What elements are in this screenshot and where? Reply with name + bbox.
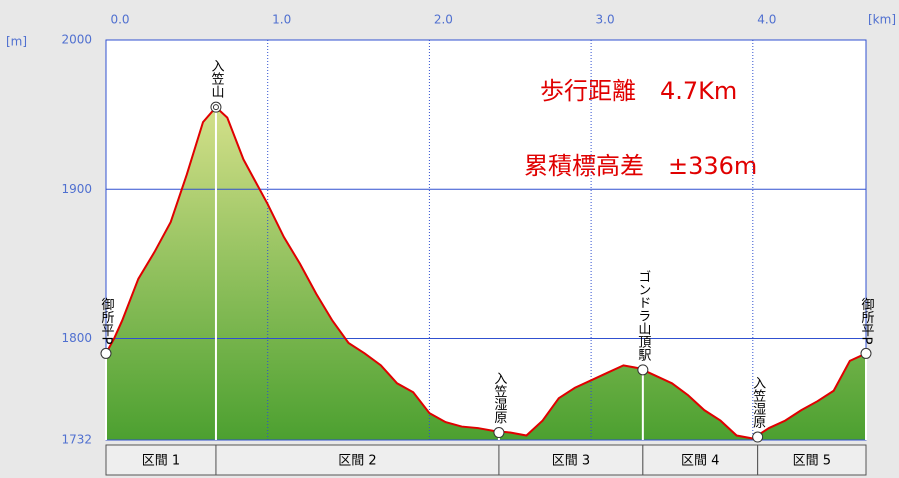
y-tick-label: 1732 [61,433,92,447]
y-tick-label: 2000 [61,33,92,47]
waypoint-marker-inner [212,104,219,111]
x-tick-label: 1.0 [272,13,291,27]
waypoint-label: 御所平P [859,298,875,345]
section-box [215,444,500,476]
section-box [642,444,759,476]
waypoint-marker [493,427,505,439]
x-tick-label: 0.0 [110,13,129,27]
waypoint-label: 御所平P [99,298,115,345]
waypoint-marker [860,347,872,359]
x-axis-label: [km] [868,13,896,27]
section-label: 区間 3 [552,454,590,469]
x-tick-label: 2.0 [434,13,453,27]
section-label: 区間 5 [793,454,831,469]
section-box [757,444,867,476]
area-fill [106,107,866,440]
waypoint-marker [637,364,649,376]
waypoint-marker [210,101,222,113]
y-axis-label: [m] [6,35,27,49]
section-label: 区間 4 [681,454,719,469]
waypoint-label: 入笠山 [208,59,224,98]
waypoint-label: 入笠湿原 [750,376,766,428]
waypoint-label: ゴンドラ山頂駅 [635,270,651,362]
annotation: 歩行距離 4.7Km [540,77,737,105]
section-box [105,444,217,476]
y-tick-label: 1900 [61,182,92,196]
section-label: 区間 1 [142,454,180,469]
waypoint-marker [752,431,764,443]
section-label: 区間 2 [338,454,376,469]
x-tick-label: 4.0 [757,13,776,27]
waypoint-label: 入笠湿原 [491,372,507,424]
annotation: 累積標高差 ±336m [524,152,757,180]
y-tick-label: 1800 [61,331,92,345]
x-tick-label: 3.0 [596,13,615,27]
waypoint-marker [100,347,112,359]
